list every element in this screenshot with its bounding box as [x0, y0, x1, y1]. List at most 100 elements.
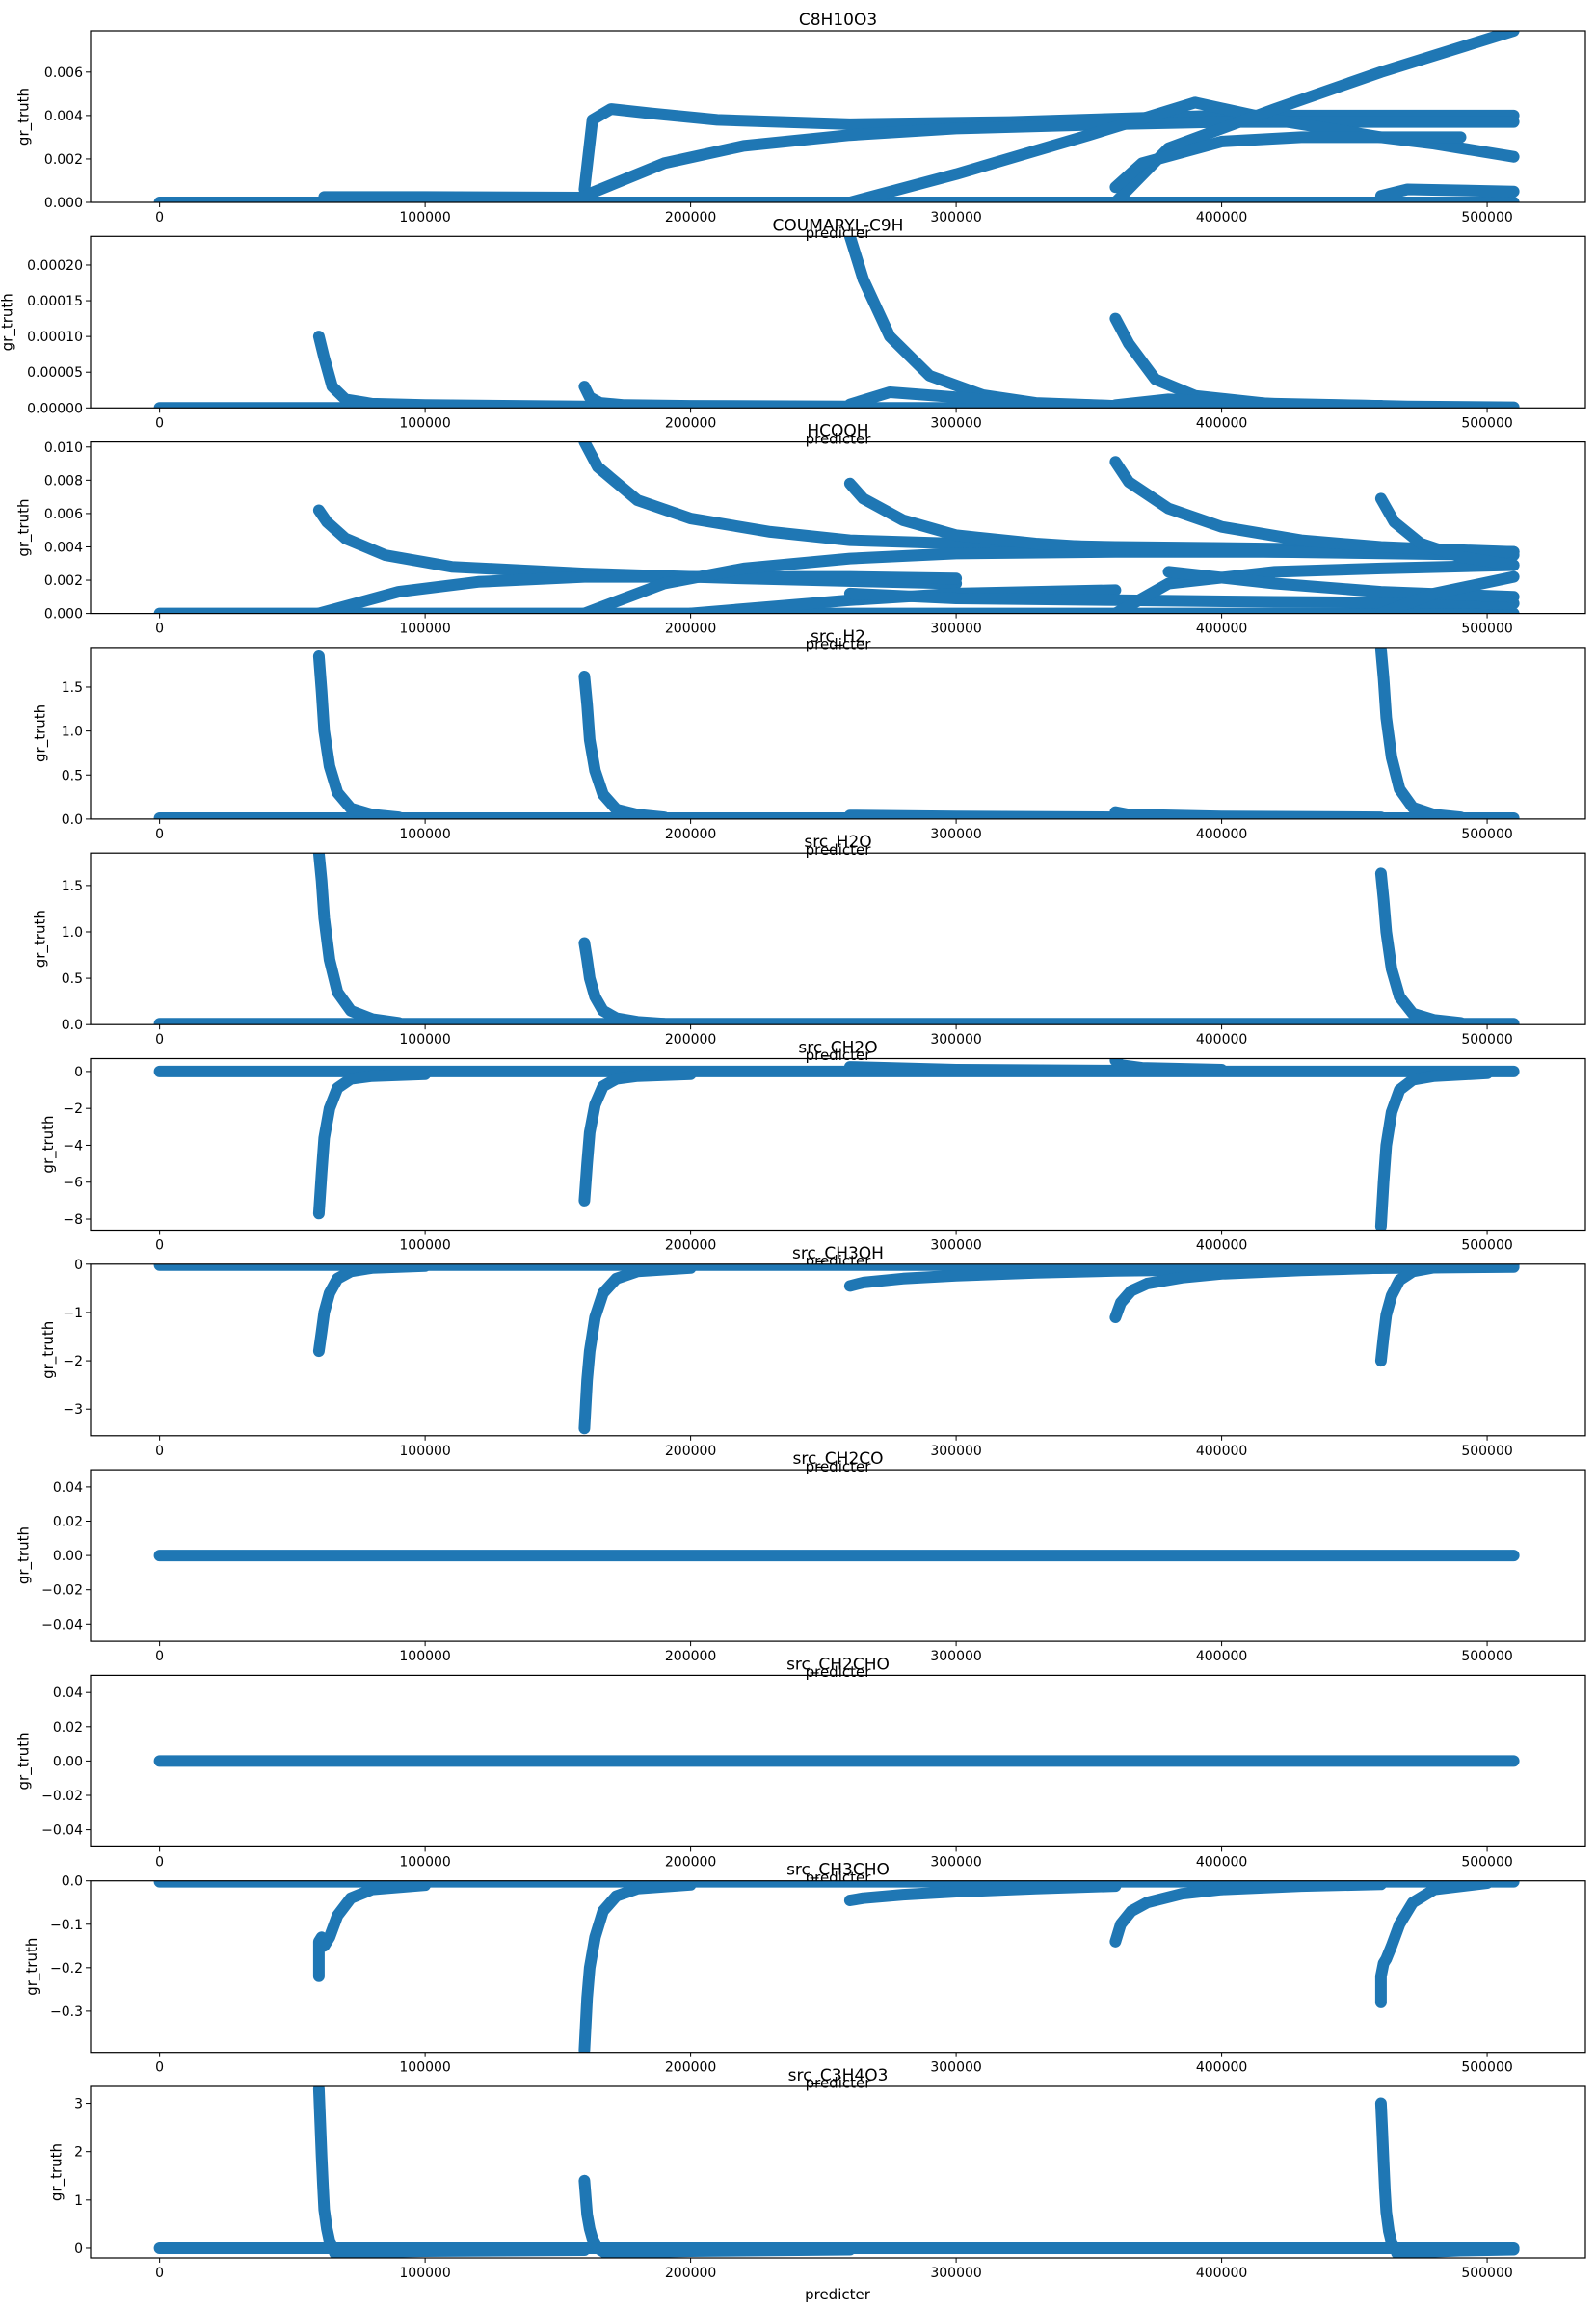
x-tick-label: 100000 [399, 1444, 450, 1459]
scatter-series-5 [599, 2243, 856, 2258]
y-axis-label: gr_truth [0, 293, 17, 351]
x-tick-label: 400000 [1196, 2060, 1247, 2076]
y-tick-label: 0.00000 [27, 401, 83, 416]
x-tick-label: 200000 [665, 210, 716, 225]
axes-frame [90, 1263, 1586, 1437]
x-tick-label: 100000 [399, 1032, 450, 1048]
y-tick-label: 0.000 [44, 607, 83, 623]
y-tick-label: 0.004 [44, 540, 83, 555]
scatter-series-4 [578, 2174, 612, 2258]
x-axis-label: predicter [806, 636, 872, 653]
y-tick-label: 0.002 [44, 573, 83, 589]
x-tick-label: 0 [155, 1444, 164, 1459]
scatter-marks [153, 1058, 1520, 1231]
axes-frame [90, 441, 1586, 615]
subplot-8: 0 100000 200000 300000 400000 500000 −0.04 −0.0… [15, 1449, 1586, 1681]
subplot-title: src_CH2O [798, 1039, 877, 1058]
y-tick-label: 0 [74, 1258, 83, 1273]
y-tick-label: 0.002 [44, 152, 83, 168]
x-tick-label: 100000 [399, 2060, 450, 2076]
y-tick-label: 0.0 [62, 1874, 83, 1890]
x-tick-label: 200000 [665, 1854, 716, 1870]
x-tick-label: 300000 [930, 2266, 981, 2281]
subplot-6: 0 100000 200000 300000 400000 500000 −8 −6 −4 −2 0… [40, 1039, 1586, 1270]
scatter-series-3 [329, 2244, 591, 2258]
subplot-3: 0 100000 200000 300000 400000 500000 0.000 0.00… [15, 422, 1586, 653]
subplot-1: 0 100000 200000 300000 400000 500000 0.000 0.00… [15, 11, 1586, 242]
x-tick-label: 200000 [665, 1444, 716, 1459]
y-tick-label: 0.5 [62, 971, 83, 987]
y-tick-label: 1 [74, 2193, 83, 2209]
y-tick-label: 0.00010 [27, 330, 83, 345]
scatter-series-4 [843, 1061, 1122, 1076]
x-tick-label: 400000 [1196, 1649, 1247, 1664]
y-axis-label: gr_truth [48, 2143, 66, 2201]
subplot-title: src_CH2CHO [786, 1655, 890, 1674]
scatter-series-8 [1374, 400, 1520, 409]
y-tick-label: 0.04 [53, 1480, 83, 1496]
y-tick-label: 1.5 [62, 680, 83, 696]
y-tick-label: 0.00015 [27, 294, 83, 309]
y-tick-label: 0.00 [53, 1754, 83, 1769]
y-axis-label: gr_truth [23, 1938, 41, 1996]
scatter-series-6 [1374, 1067, 1494, 1231]
scatter-series-5 [843, 96, 1201, 202]
x-tick-label: 0 [155, 827, 164, 842]
x-tick-label: 100000 [399, 2266, 450, 2281]
scatter-series-7 [843, 477, 1520, 562]
axes-frame [90, 235, 1586, 409]
y-tick-label: 2 [74, 2145, 83, 2161]
scatter-series-2 [312, 650, 405, 819]
axes-frame [90, 2085, 1586, 2259]
y-tick-label: −0.02 [41, 1789, 83, 1804]
x-tick-label: 200000 [665, 622, 716, 637]
scatter-series-3 [578, 1263, 697, 1435]
subplot-5: 0 100000 200000 300000 400000 500000 0.0 0.5 1.0… [32, 833, 1586, 1064]
scatter-marks [153, 647, 1520, 819]
scatter-series-4 [1374, 867, 1467, 1025]
subplot-title: src_H2O [804, 833, 871, 852]
x-axis-label: predicter [806, 430, 872, 447]
y-tick-label: −0.04 [41, 1823, 83, 1839]
y-axis-label: gr_truth [40, 1321, 58, 1379]
y-tick-label: −8 [63, 1212, 83, 1228]
scatter-series-3 [578, 671, 671, 819]
scatter-series-2 [312, 1263, 432, 1358]
y-tick-label: 0.02 [53, 1515, 83, 1530]
y-axis-label: gr_truth [40, 1115, 58, 1173]
y-tick-label: 0.02 [53, 1720, 83, 1736]
scatter-series-5 [1109, 1263, 1387, 1323]
x-tick-label: 400000 [1196, 1444, 1247, 1459]
x-tick-label: 400000 [1196, 1854, 1247, 1870]
y-tick-label: 1.0 [62, 725, 83, 740]
scatter-series-2 [312, 2086, 352, 2258]
subplot-title: HCOOH [807, 422, 868, 441]
y-tick-label: 0.5 [62, 768, 83, 783]
scatter-marks [153, 1880, 1520, 2053]
y-tick-label: 0.0 [62, 812, 83, 828]
x-tick-label: 200000 [665, 2266, 716, 2281]
y-axis-label: gr_truth [32, 910, 50, 968]
x-tick-label: 0 [155, 1649, 164, 1664]
scatter-series-2 [312, 1068, 432, 1220]
axes-frame [90, 1057, 1586, 1232]
y-tick-label: 0 [74, 2242, 83, 2257]
x-tick-label: 100000 [399, 1238, 450, 1254]
x-tick-label: 0 [155, 2266, 164, 2281]
x-tick-label: 300000 [930, 1444, 981, 1459]
scatter-series-10 [1109, 559, 1520, 614]
y-tick-label: −0.2 [50, 1961, 83, 1976]
y-tick-label: −0.02 [41, 1583, 83, 1599]
x-tick-label: 0 [155, 415, 164, 431]
subplot-2: 0 100000 200000 300000 400000 500000 0.00000 0.… [0, 216, 1586, 447]
y-tick-label: −3 [63, 1402, 83, 1418]
x-axis-label: predicter [806, 1047, 872, 1064]
x-tick-label: 0 [155, 1854, 164, 1870]
x-tick-label: 400000 [1196, 1238, 1247, 1254]
x-tick-label: 500000 [1461, 2060, 1512, 2076]
y-tick-label: −2 [63, 1101, 83, 1117]
x-tick-label: 200000 [665, 1238, 716, 1254]
x-tick-label: 300000 [930, 622, 981, 637]
y-tick-label: 0.000 [44, 196, 83, 211]
